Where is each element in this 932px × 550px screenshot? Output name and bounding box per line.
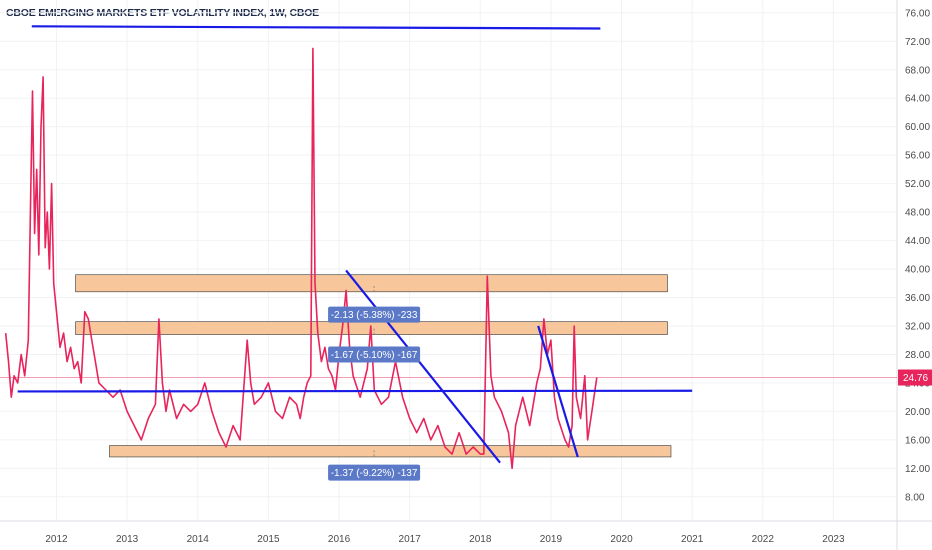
- measure-label-box[interactable]: [328, 346, 421, 363]
- y-tick-label: 64.00: [905, 94, 930, 105]
- trend-line-2[interactable]: [17, 389, 693, 393]
- x-tick-label: 2022: [752, 534, 775, 545]
- measure-label-box[interactable]: [328, 464, 421, 481]
- x-tick-label: 2021: [681, 534, 704, 545]
- measure-label-text: -1.67 (-5.10%) -167: [331, 350, 418, 361]
- trend-line-1[interactable]: [31, 25, 601, 30]
- trend-line-4[interactable]: [537, 325, 579, 458]
- measure-label-text: -2.13 (-5.38%) -233: [331, 310, 418, 321]
- x-tick-label: 2013: [116, 534, 139, 545]
- y-tick-label: 36.00: [905, 293, 930, 304]
- y-tick-label: 60.00: [905, 122, 930, 133]
- y-tick-label: 16.00: [905, 435, 930, 446]
- x-tick-label: 2015: [257, 534, 280, 545]
- x-tick-label: 2020: [610, 534, 633, 545]
- y-tick-label: 40.00: [905, 265, 930, 276]
- y-tick-label: 44.00: [905, 236, 930, 247]
- x-tick-label: 2019: [540, 534, 563, 545]
- measure-label-text: -1.37 (-9.22%) -137: [331, 468, 418, 479]
- x-tick-label: 2018: [469, 534, 492, 545]
- y-tick-label: 76.00: [905, 8, 930, 19]
- y-tick-label: 72.00: [905, 37, 930, 48]
- range-zone-1[interactable]: [75, 274, 668, 293]
- y-tick-label: 8.00: [905, 492, 925, 503]
- x-tick-label: 2014: [187, 534, 210, 545]
- last-price-label: 24.76: [903, 373, 928, 384]
- y-tick-label: 68.00: [905, 65, 930, 76]
- range-zone-3[interactable]: [109, 445, 672, 458]
- y-tick-label: 52.00: [905, 179, 930, 190]
- y-tick-label: 56.00: [905, 151, 930, 162]
- y-tick-label: 28.00: [905, 350, 930, 361]
- x-tick-label: 2012: [45, 534, 68, 545]
- y-tick-label: 12.00: [905, 464, 930, 475]
- y-tick-label: 48.00: [905, 208, 930, 219]
- y-tick-label: 32.00: [905, 321, 930, 332]
- trend-line-3[interactable]: [345, 269, 501, 464]
- series-line: [4, 47, 598, 470]
- last-price-label-box: [898, 369, 932, 386]
- x-tick-label: 2023: [822, 534, 845, 545]
- x-tick-label: 2017: [399, 534, 422, 545]
- measure-label-box[interactable]: [328, 306, 421, 323]
- x-tick-label: 2016: [328, 534, 351, 545]
- y-tick-label: 20.00: [905, 407, 930, 418]
